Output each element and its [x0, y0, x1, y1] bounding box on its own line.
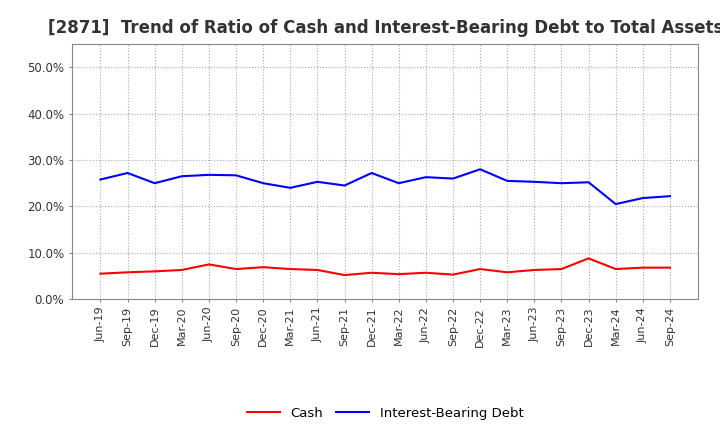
Interest-Bearing Debt: [313, 179, 322, 184]
Cash: [150, 269, 159, 274]
Cash: [530, 268, 539, 273]
Interest-Bearing Debt: [150, 180, 159, 186]
Interest-Bearing Debt: [367, 170, 376, 176]
Interest-Bearing Debt: [178, 174, 186, 179]
Cash: [503, 270, 511, 275]
Interest-Bearing Debt: [286, 185, 294, 191]
Cash: [123, 270, 132, 275]
Cash: [421, 270, 430, 275]
Line: Cash: Cash: [101, 258, 670, 275]
Cash: [557, 266, 566, 271]
Cash: [476, 266, 485, 271]
Cash: [313, 268, 322, 273]
Interest-Bearing Debt: [611, 202, 620, 207]
Interest-Bearing Debt: [476, 167, 485, 172]
Cash: [178, 268, 186, 273]
Cash: [584, 256, 593, 261]
Cash: [665, 265, 674, 270]
Line: Interest-Bearing Debt: Interest-Bearing Debt: [101, 169, 670, 204]
Interest-Bearing Debt: [395, 180, 403, 186]
Cash: [286, 266, 294, 271]
Legend: Cash, Interest-Bearing Debt: Cash, Interest-Bearing Debt: [241, 402, 529, 425]
Interest-Bearing Debt: [557, 180, 566, 186]
Interest-Bearing Debt: [449, 176, 457, 181]
Cash: [639, 265, 647, 270]
Interest-Bearing Debt: [232, 172, 240, 178]
Cash: [204, 262, 213, 267]
Cash: [96, 271, 105, 276]
Interest-Bearing Debt: [584, 180, 593, 185]
Interest-Bearing Debt: [204, 172, 213, 177]
Cash: [259, 264, 268, 270]
Interest-Bearing Debt: [421, 175, 430, 180]
Cash: [395, 271, 403, 277]
Cash: [341, 272, 349, 278]
Cash: [449, 272, 457, 277]
Cash: [367, 270, 376, 275]
Interest-Bearing Debt: [259, 180, 268, 186]
Interest-Bearing Debt: [665, 194, 674, 199]
Interest-Bearing Debt: [503, 178, 511, 183]
Interest-Bearing Debt: [639, 195, 647, 201]
Interest-Bearing Debt: [96, 177, 105, 182]
Cash: [232, 266, 240, 271]
Title: [2871]  Trend of Ratio of Cash and Interest-Bearing Debt to Total Assets: [2871] Trend of Ratio of Cash and Intere…: [48, 19, 720, 37]
Cash: [611, 266, 620, 271]
Interest-Bearing Debt: [123, 170, 132, 176]
Interest-Bearing Debt: [341, 183, 349, 188]
Interest-Bearing Debt: [530, 179, 539, 184]
